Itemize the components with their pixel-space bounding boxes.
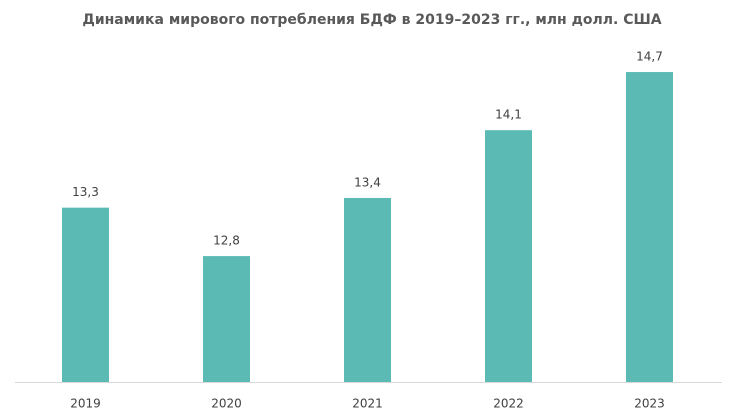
x-tick-label: 2021 xyxy=(352,397,383,411)
bar xyxy=(485,130,532,382)
data-label: 12,8 xyxy=(213,234,240,248)
bar xyxy=(62,207,109,382)
bar xyxy=(344,197,391,382)
data-label: 13,3 xyxy=(72,185,99,199)
data-label: 13,4 xyxy=(354,175,381,189)
data-label: 14,1 xyxy=(495,108,522,122)
x-tick-label: 2022 xyxy=(493,397,524,411)
x-tick-label: 2019 xyxy=(70,397,101,411)
x-tick-label: 2020 xyxy=(211,397,242,411)
x-tick-label: 2023 xyxy=(634,397,665,411)
bar xyxy=(626,72,673,383)
bar xyxy=(203,256,250,382)
chart-title: Динамика мирового потребления БДФ в 2019… xyxy=(82,12,661,28)
data-label: 14,7 xyxy=(636,50,663,64)
